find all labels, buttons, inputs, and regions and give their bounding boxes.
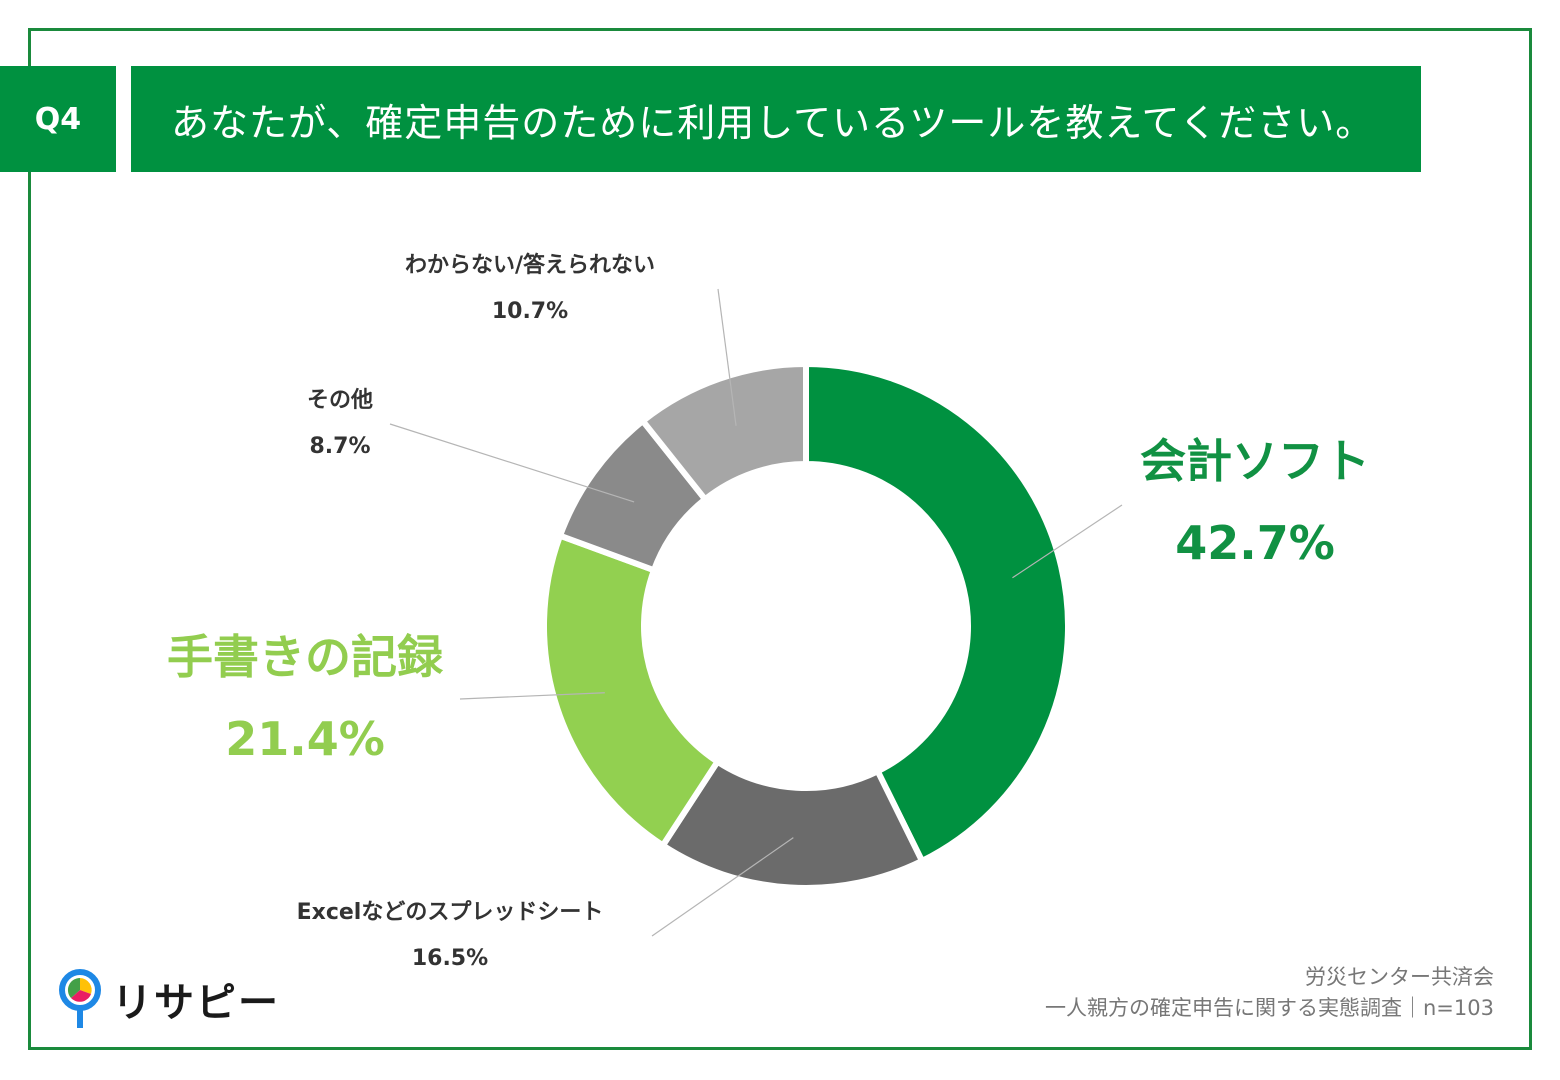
source-note: 労災センター共済会 一人親方の確定申告に関する実態調査｜n=103 [1045, 962, 1494, 1024]
pin-logo-icon [59, 969, 101, 1028]
logo: リサピー [58, 968, 280, 1030]
leader-line [651, 837, 794, 937]
label-value: 42.7% [1175, 516, 1335, 570]
logo-text: リサピー [112, 980, 280, 1026]
label-value: 21.4% [225, 712, 385, 766]
chart-frame [28, 28, 1532, 1050]
label-value: 8.7% [309, 434, 371, 459]
question-number: Q4 [0, 66, 116, 172]
leader-line [1012, 504, 1123, 579]
slice-dont-know [638, 360, 809, 504]
label-accounting-software: 会計ソフト 42.7% [1130, 420, 1380, 584]
source-survey: 一人親方の確定申告に関する実態調査｜n=103 [1045, 996, 1494, 1020]
label-name: その他 [306, 388, 373, 413]
label-name: Excelなどのスプレッドシート [296, 900, 604, 925]
leader-line [459, 692, 605, 700]
label-name: わからない/答えられない [404, 253, 656, 278]
label-name: 手書きの記録 [167, 630, 443, 684]
leader-line [717, 288, 737, 426]
question-title: あなたが、確定申告のために利用しているツールを教えてください。 [131, 66, 1421, 172]
label-handwritten: 手書きの記録 21.4% [150, 616, 460, 780]
slice-spreadsheet [658, 757, 927, 891]
source-org: 労災センター共済会 [1305, 965, 1494, 989]
leader-line [389, 423, 635, 503]
label-name: 会計ソフト [1140, 434, 1370, 488]
slice-accounting-software [803, 360, 1071, 865]
donut-slices [541, 360, 1071, 891]
label-dont-know: わからない/答えられない 10.7% [350, 243, 710, 335]
slice-handwritten [541, 531, 722, 850]
leader-lines [389, 288, 1123, 937]
label-spreadsheet: Excelなどのスプレッドシート 16.5% [240, 890, 660, 982]
label-other: その他 8.7% [280, 378, 400, 470]
label-value: 10.7% [491, 299, 569, 324]
label-value: 16.5% [411, 946, 489, 971]
